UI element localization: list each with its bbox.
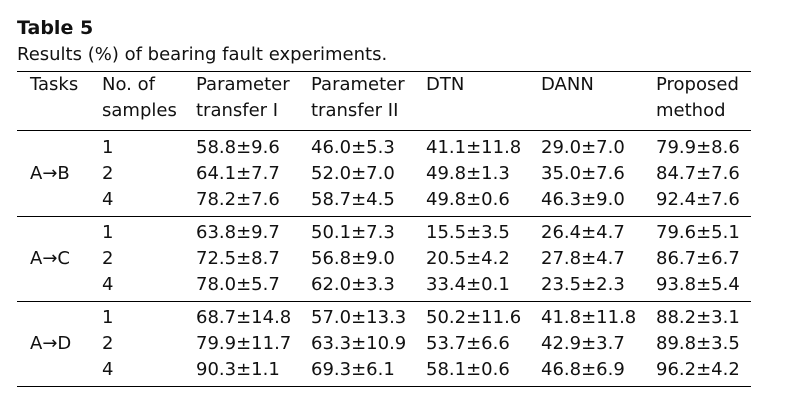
result-cell: 63.3±10.9 bbox=[311, 333, 407, 354]
result-cell: 96.2±4.2 bbox=[656, 359, 740, 380]
column-header: No. of bbox=[102, 74, 155, 95]
result-cell: 33.4±0.1 bbox=[426, 274, 510, 295]
result-cell: 58.8±9.6 bbox=[196, 137, 280, 158]
result-cell: 56.8±9.0 bbox=[311, 248, 395, 269]
sample-count-cell: 4 bbox=[102, 359, 114, 380]
result-cell: 62.0±3.3 bbox=[311, 274, 395, 295]
result-cell: 63.8±9.7 bbox=[196, 222, 280, 243]
sample-count-cell: 2 bbox=[102, 333, 114, 354]
table-rule bbox=[17, 386, 751, 387]
result-cell: 53.7±6.6 bbox=[426, 333, 510, 354]
table-label: Table 5 bbox=[17, 17, 94, 39]
sample-count-cell: 4 bbox=[102, 274, 114, 295]
result-cell: 46.3±9.0 bbox=[541, 189, 625, 210]
result-cell: 23.5±2.3 bbox=[541, 274, 625, 295]
result-cell: 72.5±8.7 bbox=[196, 248, 280, 269]
result-cell: 68.7±14.8 bbox=[196, 307, 292, 328]
result-cell: 15.5±3.5 bbox=[426, 222, 510, 243]
result-cell: 50.1±7.3 bbox=[311, 222, 395, 243]
result-cell: 79.6±5.1 bbox=[656, 222, 740, 243]
sample-count-cell: 1 bbox=[102, 137, 114, 158]
result-cell: 49.8±0.6 bbox=[426, 189, 510, 210]
result-cell: 50.2±11.6 bbox=[426, 307, 522, 328]
column-header: samples bbox=[102, 100, 177, 121]
result-cell: 90.3±1.1 bbox=[196, 359, 280, 380]
task-label: A→B bbox=[30, 163, 70, 184]
result-cell: 69.3±6.1 bbox=[311, 359, 395, 380]
result-cell: 78.0±5.7 bbox=[196, 274, 280, 295]
task-label: A→C bbox=[30, 248, 70, 269]
table-caption: Results (%) of bearing fault experiments… bbox=[17, 44, 388, 65]
column-header: transfer II bbox=[311, 100, 399, 121]
result-cell: 92.4±7.6 bbox=[656, 189, 740, 210]
result-cell: 89.8±3.5 bbox=[656, 333, 740, 354]
table-rule bbox=[17, 216, 751, 217]
result-cell: 52.0±7.0 bbox=[311, 163, 395, 184]
column-header: Parameter bbox=[196, 74, 290, 95]
result-cell: 46.0±5.3 bbox=[311, 137, 395, 158]
result-cell: 88.2±3.1 bbox=[656, 307, 740, 328]
result-cell: 86.7±6.7 bbox=[656, 248, 740, 269]
result-cell: 84.7±7.6 bbox=[656, 163, 740, 184]
result-cell: 29.0±7.0 bbox=[541, 137, 625, 158]
result-cell: 93.8±5.4 bbox=[656, 274, 740, 295]
result-cell: 26.4±4.7 bbox=[541, 222, 625, 243]
result-cell: 42.9±3.7 bbox=[541, 333, 625, 354]
sample-count-cell: 2 bbox=[102, 163, 114, 184]
result-cell: 27.8±4.7 bbox=[541, 248, 625, 269]
result-cell: 58.1±0.6 bbox=[426, 359, 510, 380]
sample-count-cell: 1 bbox=[102, 222, 114, 243]
result-cell: 46.8±6.9 bbox=[541, 359, 625, 380]
result-cell: 57.0±13.3 bbox=[311, 307, 407, 328]
table-rule bbox=[17, 301, 751, 302]
result-cell: 49.8±1.3 bbox=[426, 163, 510, 184]
column-header: Proposed bbox=[656, 74, 739, 95]
result-cell: 20.5±4.2 bbox=[426, 248, 510, 269]
result-cell: 78.2±7.6 bbox=[196, 189, 280, 210]
sample-count-cell: 4 bbox=[102, 189, 114, 210]
column-header: DTN bbox=[426, 74, 465, 95]
result-cell: 64.1±7.7 bbox=[196, 163, 280, 184]
result-cell: 79.9±11.7 bbox=[196, 333, 292, 354]
task-label: A→D bbox=[30, 333, 72, 354]
result-cell: 58.7±4.5 bbox=[311, 189, 395, 210]
sample-count-cell: 1 bbox=[102, 307, 114, 328]
column-header: DANN bbox=[541, 74, 594, 95]
result-cell: 35.0±7.6 bbox=[541, 163, 625, 184]
column-header: method bbox=[656, 100, 726, 121]
column-header: Tasks bbox=[30, 74, 79, 95]
table-rule bbox=[17, 130, 751, 131]
column-header: Parameter bbox=[311, 74, 405, 95]
sample-count-cell: 2 bbox=[102, 248, 114, 269]
result-cell: 41.1±11.8 bbox=[426, 137, 522, 158]
result-cell: 41.8±11.8 bbox=[541, 307, 637, 328]
result-cell: 79.9±8.6 bbox=[656, 137, 740, 158]
column-header: transfer I bbox=[196, 100, 279, 121]
table-rule bbox=[17, 71, 751, 72]
